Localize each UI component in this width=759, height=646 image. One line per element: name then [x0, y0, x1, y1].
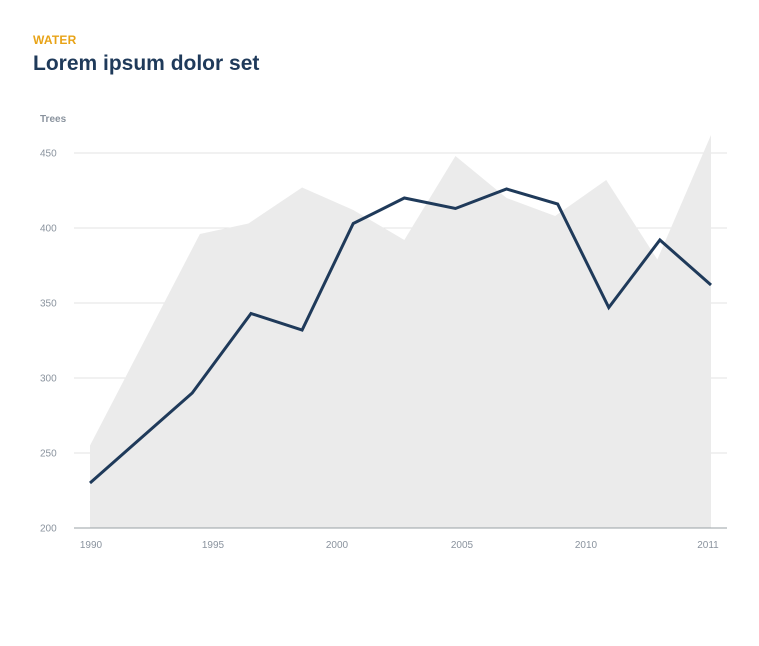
x-axis-labels: 1990 1995 2000 2005 2010 2011: [80, 540, 719, 551]
x-tick-label: 1995: [202, 540, 225, 551]
x-tick-label: 2000: [326, 540, 349, 551]
y-tick-label: 250: [40, 449, 57, 460]
y-tick-label: 300: [40, 374, 57, 385]
y-tick-label: 400: [40, 224, 57, 235]
x-tick-label: 2011: [697, 540, 719, 551]
x-tick-label: 2005: [451, 540, 474, 551]
area-fill: [90, 135, 711, 528]
y-axis-labels: 200 250 300 350 400 450: [40, 149, 57, 535]
series-line: [89, 187, 712, 485]
chart-title: Lorem ipsum dolor set: [33, 52, 260, 75]
y-tick-label: 450: [40, 149, 57, 160]
y-axis-title: Trees: [40, 114, 67, 125]
area-series: [90, 135, 711, 528]
x-tick-label: 2010: [575, 540, 598, 551]
x-tick-label: 1990: [80, 540, 103, 551]
y-tick-label: 200: [40, 524, 57, 535]
line-series: [89, 187, 712, 485]
category-label: WATER: [33, 33, 77, 47]
y-tick-label: 350: [40, 299, 57, 310]
